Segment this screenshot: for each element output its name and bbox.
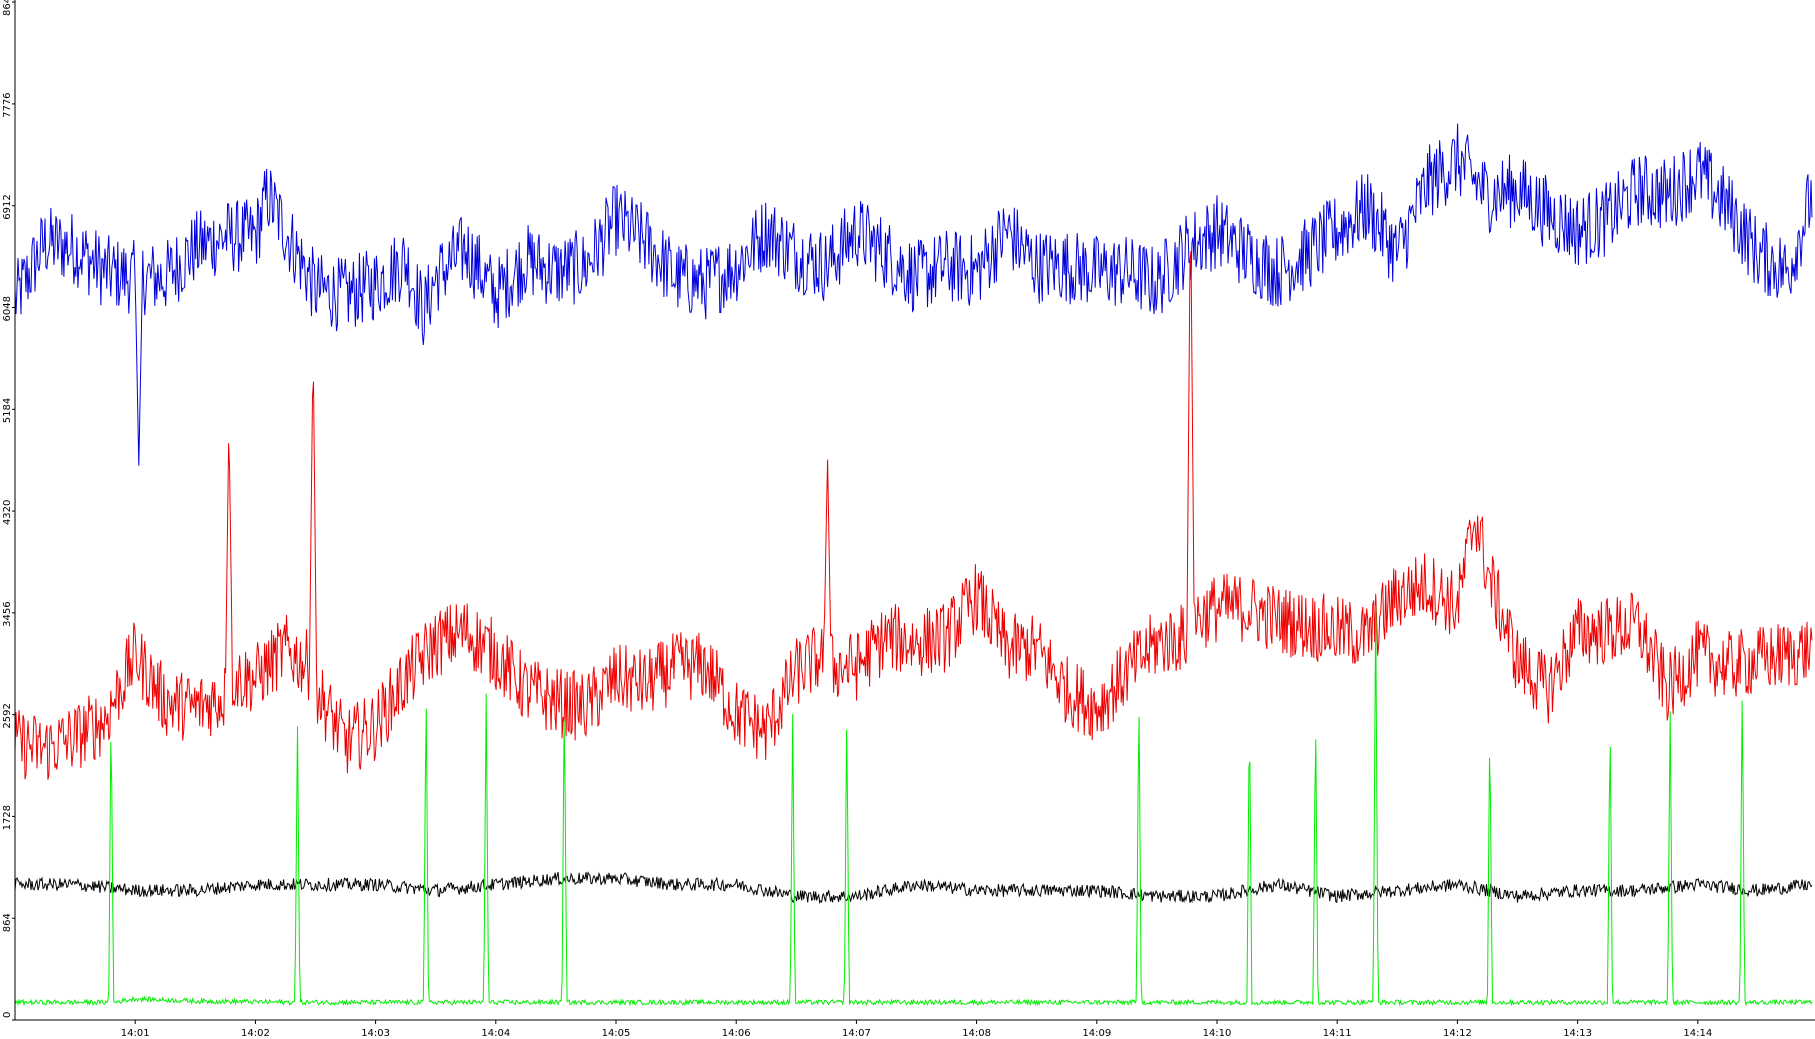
y-tick-label: 0 [2,1012,13,1018]
series-layer [14,123,1813,1007]
x-tick-label: 14:08 [962,1028,991,1039]
y-tick-label: 6048 [2,296,13,321]
x-tick-label: 14:05 [602,1028,631,1039]
y-tick-label: 2592 [2,703,13,728]
x-tick-label: 14:10 [1203,1028,1232,1039]
y-tick-label: 4320 [2,500,13,525]
x-tick-label: 14:12 [1443,1028,1472,1039]
x-tick-label: 14:13 [1563,1028,1592,1039]
y-tick-label: 864 [2,913,13,932]
x-tick-label: 14:07 [842,1028,871,1039]
x-tick-label: 14:09 [1082,1028,1111,1039]
x-tick-label: 14:11 [1323,1028,1352,1039]
x-tick-label: 14:02 [241,1028,270,1039]
x-tick-label: 14:03 [361,1028,390,1039]
y-tick-label: 1728 [2,805,13,830]
series-line-2 [14,251,1813,780]
y-tick-label: 8641 [2,0,13,16]
x-tick-label: 14:01 [121,1028,150,1039]
y-tick-label: 6912 [2,194,13,219]
series-line-1 [14,123,1813,466]
series-line-4 [14,605,1813,1007]
x-tick-label: 14:04 [481,1028,510,1039]
y-tick-label: 7776 [2,92,13,117]
x-tick-label: 14:06 [722,1028,751,1039]
x-tick-label: 14:14 [1683,1028,1712,1039]
series-line-3 [14,871,1813,904]
y-tick-label: 5184 [2,398,13,423]
y-tick-label: 3456 [2,601,13,626]
